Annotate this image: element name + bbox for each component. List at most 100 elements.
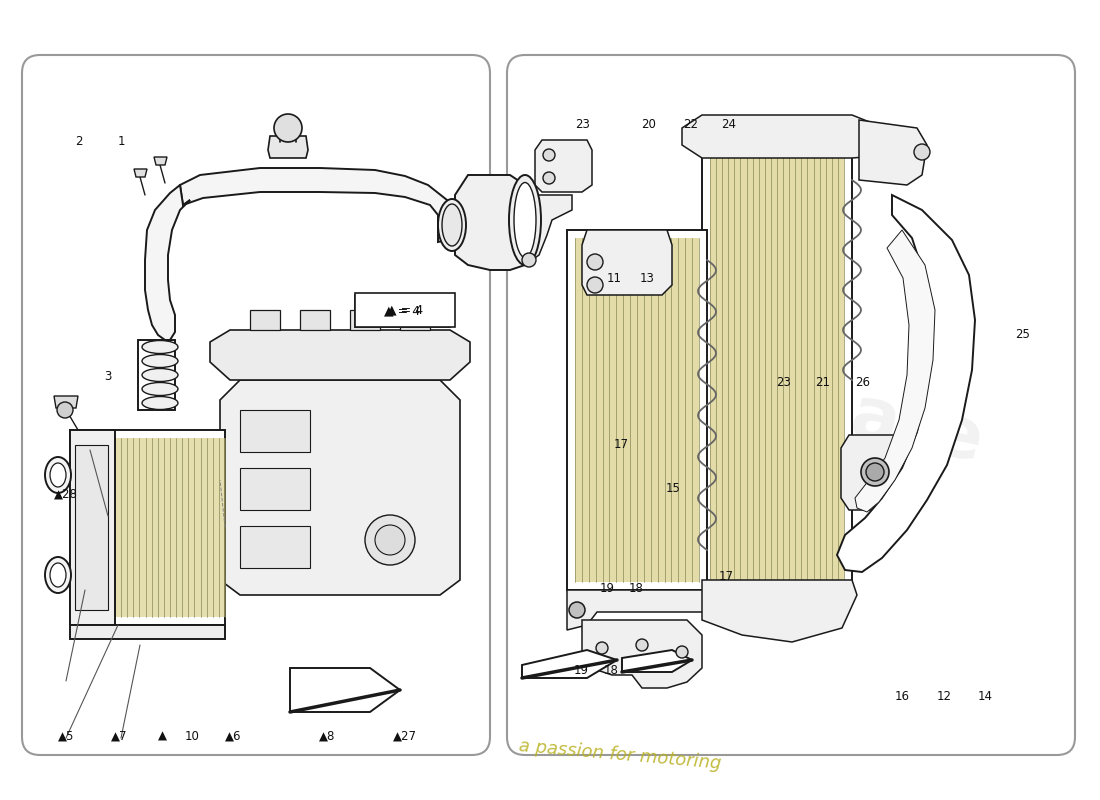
- Text: ▲ = 4: ▲ = 4: [387, 303, 424, 317]
- Polygon shape: [582, 230, 672, 295]
- Ellipse shape: [509, 175, 541, 265]
- Polygon shape: [535, 140, 592, 192]
- Polygon shape: [400, 310, 430, 330]
- Bar: [355, 295, 450, 327]
- Polygon shape: [240, 468, 310, 510]
- Circle shape: [543, 172, 556, 184]
- Ellipse shape: [514, 182, 536, 258]
- Polygon shape: [300, 310, 330, 330]
- Polygon shape: [240, 410, 310, 452]
- Polygon shape: [859, 120, 927, 185]
- Ellipse shape: [442, 204, 462, 246]
- Ellipse shape: [142, 354, 178, 367]
- Polygon shape: [837, 195, 975, 572]
- Text: eurospare: eurospare: [571, 323, 990, 477]
- Ellipse shape: [142, 382, 178, 395]
- Text: 18: 18: [628, 582, 643, 594]
- Bar: [355, 293, 455, 327]
- Circle shape: [569, 602, 585, 618]
- Ellipse shape: [45, 557, 72, 593]
- Text: 17: 17: [718, 570, 734, 582]
- Text: 85: 85: [748, 413, 852, 497]
- Polygon shape: [250, 310, 280, 330]
- Text: 26: 26: [855, 376, 870, 389]
- Text: 21: 21: [815, 376, 830, 389]
- Text: 11: 11: [606, 272, 621, 285]
- Text: 2: 2: [76, 135, 82, 148]
- Ellipse shape: [438, 199, 466, 251]
- Polygon shape: [520, 195, 572, 260]
- Polygon shape: [566, 590, 707, 630]
- Text: ▲6: ▲6: [224, 730, 242, 742]
- Text: 23: 23: [776, 376, 791, 389]
- Circle shape: [522, 253, 536, 267]
- Text: 18: 18: [604, 664, 619, 677]
- Text: ▲: ▲: [158, 730, 167, 742]
- Polygon shape: [350, 310, 380, 330]
- Text: 22: 22: [683, 118, 698, 130]
- Circle shape: [861, 458, 889, 486]
- Ellipse shape: [142, 341, 178, 354]
- Text: 15: 15: [666, 482, 681, 494]
- Polygon shape: [702, 130, 853, 600]
- Polygon shape: [70, 430, 116, 625]
- Polygon shape: [702, 580, 857, 642]
- Text: 16: 16: [894, 690, 910, 702]
- Circle shape: [365, 515, 415, 565]
- Ellipse shape: [50, 463, 66, 487]
- Polygon shape: [290, 668, 400, 712]
- Text: 14: 14: [978, 690, 993, 702]
- Polygon shape: [54, 396, 78, 408]
- Ellipse shape: [50, 563, 66, 587]
- Polygon shape: [682, 115, 896, 158]
- Text: 17: 17: [614, 438, 629, 450]
- Text: 20: 20: [641, 118, 657, 130]
- Ellipse shape: [142, 369, 178, 382]
- Polygon shape: [134, 169, 147, 177]
- Text: 23: 23: [575, 118, 591, 130]
- Polygon shape: [582, 620, 702, 688]
- Polygon shape: [70, 430, 226, 625]
- Text: 24: 24: [720, 118, 736, 130]
- Ellipse shape: [142, 397, 178, 410]
- Polygon shape: [455, 175, 525, 270]
- Text: 13: 13: [639, 272, 654, 285]
- Circle shape: [587, 277, 603, 293]
- Text: 25: 25: [1015, 328, 1031, 341]
- Circle shape: [375, 525, 405, 555]
- Text: ▲27: ▲27: [393, 730, 417, 742]
- Text: ▲8: ▲8: [319, 730, 334, 742]
- Polygon shape: [154, 157, 167, 165]
- Text: 3: 3: [104, 370, 111, 382]
- Polygon shape: [240, 526, 310, 568]
- Text: for: for: [739, 317, 821, 383]
- Text: ▲28: ▲28: [54, 488, 78, 501]
- Text: 19: 19: [573, 664, 588, 677]
- Text: 12: 12: [936, 690, 952, 702]
- Polygon shape: [180, 168, 452, 242]
- Polygon shape: [210, 330, 470, 380]
- Polygon shape: [70, 625, 226, 639]
- Text: 10: 10: [185, 730, 200, 742]
- Circle shape: [57, 402, 73, 418]
- Circle shape: [274, 114, 302, 142]
- Text: 19: 19: [600, 582, 615, 594]
- Circle shape: [543, 149, 556, 161]
- Polygon shape: [710, 138, 844, 592]
- Circle shape: [866, 463, 884, 481]
- Circle shape: [596, 642, 608, 654]
- Text: 1: 1: [118, 135, 124, 148]
- Polygon shape: [220, 380, 460, 595]
- Polygon shape: [268, 136, 308, 158]
- Circle shape: [636, 639, 648, 651]
- Polygon shape: [621, 650, 692, 672]
- Text: ▲ = 4: ▲ = 4: [384, 305, 420, 318]
- Text: a passion for motoring: a passion for motoring: [518, 737, 722, 773]
- Polygon shape: [566, 230, 707, 590]
- Text: ▲5: ▲5: [58, 730, 74, 742]
- Polygon shape: [575, 238, 698, 582]
- Polygon shape: [145, 185, 190, 340]
- Polygon shape: [75, 445, 108, 610]
- Polygon shape: [116, 438, 226, 617]
- Circle shape: [587, 254, 603, 270]
